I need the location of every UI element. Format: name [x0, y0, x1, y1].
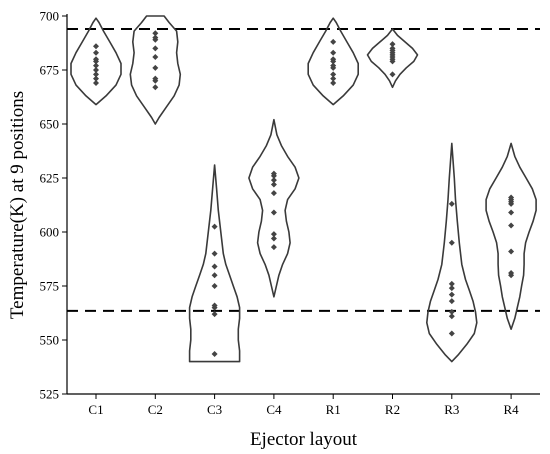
data-point [211, 283, 218, 289]
data-point [211, 351, 218, 358]
violins [70, 15, 537, 363]
violin-shape [70, 17, 122, 106]
data-point [448, 285, 455, 292]
data-point [270, 170, 277, 177]
x-tick-label: R3 [444, 402, 459, 417]
violin-shape [248, 118, 300, 298]
data-point [93, 56, 99, 63]
data-point [389, 45, 396, 52]
x-tick-label: R1 [326, 402, 341, 417]
y-ticks: 525 550 575 600 625 650 675 700 [40, 9, 67, 402]
violin-group [366, 28, 419, 89]
y-tick-label: 525 [40, 387, 60, 402]
data-point [211, 250, 218, 257]
data-point [330, 49, 337, 56]
y-tick-label: 675 [40, 63, 60, 78]
data-point [448, 308, 455, 315]
violin-group [248, 118, 300, 298]
data-point [93, 49, 99, 56]
data-point [270, 190, 277, 197]
x-ticks: C1 C2 C3 C4 R1 R2 R3 R4 [88, 394, 519, 417]
data-point [152, 75, 159, 82]
x-tick-label: R2 [385, 402, 400, 417]
data-point [93, 71, 99, 78]
y-axis-label: Temperature(K) at 9 positions [7, 91, 28, 319]
violin-group [426, 142, 478, 363]
violin-group [129, 15, 182, 125]
violin-shape [188, 164, 241, 363]
data-point [448, 298, 455, 305]
data-point [330, 79, 337, 86]
data-point [330, 75, 337, 82]
data-point [93, 79, 99, 86]
data-point [330, 62, 337, 69]
y-tick-label: 650 [40, 117, 60, 132]
data-point [448, 330, 455, 337]
violin-group [188, 164, 241, 363]
data-point [93, 67, 99, 73]
data-point [508, 194, 515, 201]
violin-shape [129, 15, 182, 125]
x-tick-label: C3 [207, 402, 222, 417]
y-tick-label: 575 [40, 279, 60, 294]
data-point [152, 45, 159, 52]
data-point [93, 75, 99, 82]
data-point [448, 239, 455, 246]
data-point [152, 34, 159, 41]
data-point [211, 272, 218, 279]
data-point [211, 263, 218, 270]
data-point [508, 270, 515, 277]
data-point [448, 313, 455, 320]
violin-shape [366, 28, 419, 89]
y-tick-label: 625 [40, 171, 60, 186]
data-point [389, 71, 396, 78]
data-point [448, 200, 455, 207]
data-point [211, 223, 218, 230]
x-tick-label: C4 [266, 402, 282, 417]
x-axis-label: Ejector layout [250, 429, 358, 450]
data-point [448, 291, 455, 298]
data-point [152, 54, 159, 61]
x-tick-label: C2 [148, 402, 163, 417]
data-point [448, 280, 455, 287]
data-point [330, 71, 337, 78]
data-point [330, 38, 337, 45]
axes [66, 14, 540, 395]
data-point [211, 302, 218, 309]
x-tick-label: C1 [88, 402, 103, 417]
y-tick-label: 600 [40, 225, 60, 240]
data-point [93, 62, 99, 69]
reference-lines [67, 27, 540, 312]
data-point [270, 181, 277, 188]
data-point [211, 311, 218, 318]
violin-group [70, 17, 122, 106]
data-point [508, 222, 515, 229]
y-tick-label: 550 [40, 333, 60, 348]
data-point [389, 41, 396, 48]
violin-group [485, 142, 537, 330]
violin-shape [426, 142, 478, 363]
data-point [270, 244, 277, 251]
data-point [508, 248, 515, 255]
data-point [330, 56, 337, 63]
data-point [270, 231, 277, 238]
data-point [270, 235, 277, 242]
data-point [152, 84, 159, 91]
data-point [270, 177, 277, 184]
violin-shape [307, 17, 359, 106]
x-tick-label: R4 [504, 402, 520, 417]
data-point [152, 30, 159, 37]
data-point [270, 209, 277, 216]
y-tick-label: 700 [40, 9, 60, 24]
data-point [93, 43, 99, 50]
data-point [508, 209, 515, 216]
violin-shape [485, 142, 537, 330]
violin-group [307, 17, 359, 106]
data-point [152, 64, 159, 71]
